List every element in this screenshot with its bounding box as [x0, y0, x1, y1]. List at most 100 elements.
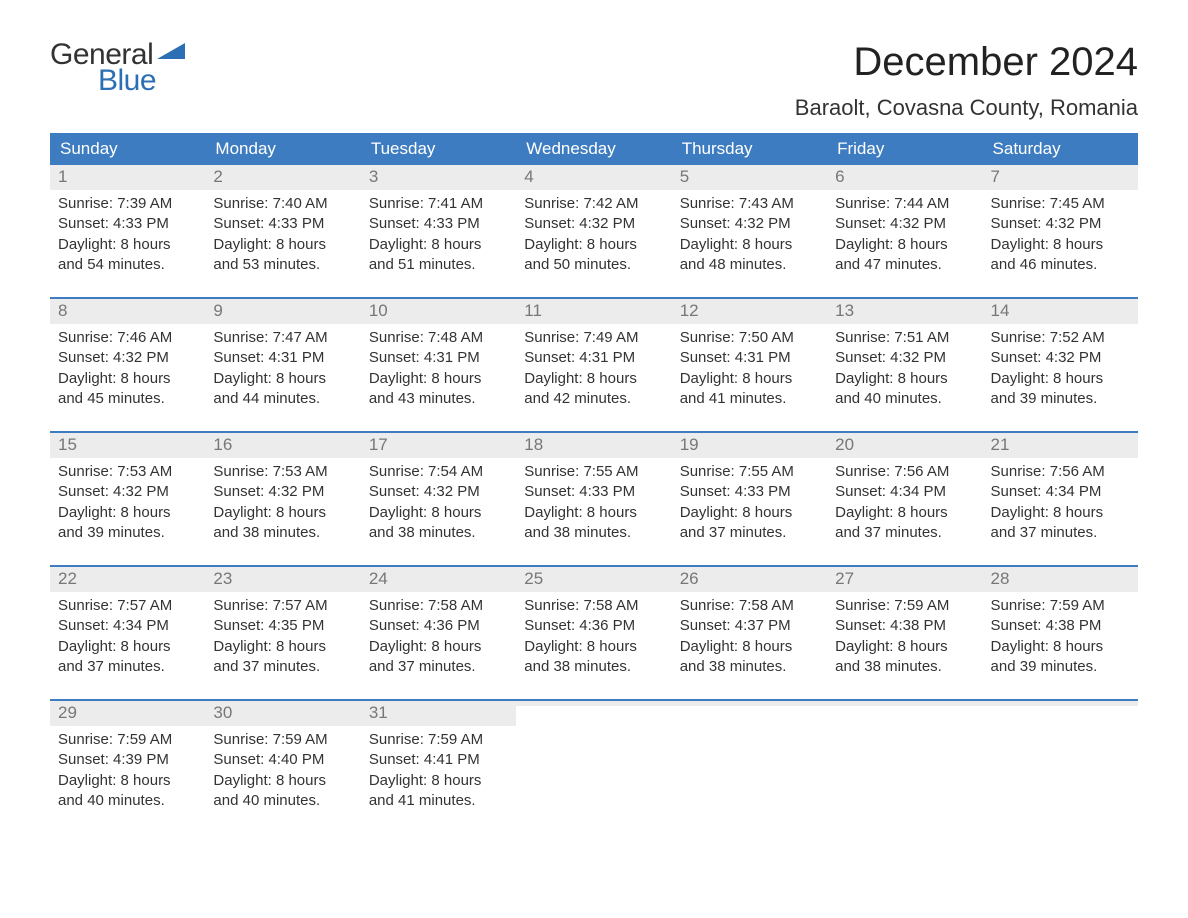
- calendar-day: 13Sunrise: 7:51 AMSunset: 4:32 PMDayligh…: [827, 299, 982, 413]
- sunrise-text: Sunrise: 7:43 AM: [680, 194, 819, 214]
- daylight-line2: and 37 minutes.: [991, 523, 1130, 543]
- daylight-line2: and 37 minutes.: [835, 523, 974, 543]
- day-number: 11: [516, 299, 671, 324]
- sunrise-text: Sunrise: 7:53 AM: [213, 462, 352, 482]
- day-details: Sunrise: 7:47 AMSunset: 4:31 PMDaylight:…: [205, 324, 360, 413]
- calendar-day: 12Sunrise: 7:50 AMSunset: 4:31 PMDayligh…: [672, 299, 827, 413]
- daylight-line1: Daylight: 8 hours: [991, 235, 1130, 255]
- daylight-line1: Daylight: 8 hours: [524, 503, 663, 523]
- calendar-week: 1Sunrise: 7:39 AMSunset: 4:33 PMDaylight…: [50, 165, 1138, 279]
- sunset-text: Sunset: 4:33 PM: [369, 214, 508, 234]
- sunrise-text: Sunrise: 7:40 AM: [213, 194, 352, 214]
- sunset-text: Sunset: 4:34 PM: [991, 482, 1130, 502]
- day-number: 2: [205, 165, 360, 190]
- calendar-day: [827, 701, 982, 815]
- daylight-line1: Daylight: 8 hours: [213, 369, 352, 389]
- calendar-week: 22Sunrise: 7:57 AMSunset: 4:34 PMDayligh…: [50, 565, 1138, 681]
- daylight-line1: Daylight: 8 hours: [369, 235, 508, 255]
- location-label: Baraolt, Covasna County, Romania: [795, 95, 1138, 121]
- sunset-text: Sunset: 4:32 PM: [58, 482, 197, 502]
- sunrise-text: Sunrise: 7:54 AM: [369, 462, 508, 482]
- sunset-text: Sunset: 4:33 PM: [213, 214, 352, 234]
- daylight-line2: and 54 minutes.: [58, 255, 197, 275]
- daylight-line1: Daylight: 8 hours: [680, 235, 819, 255]
- calendar-day: 28Sunrise: 7:59 AMSunset: 4:38 PMDayligh…: [983, 567, 1138, 681]
- calendar-day: [983, 701, 1138, 815]
- day-number: 6: [827, 165, 982, 190]
- daylight-line2: and 38 minutes.: [213, 523, 352, 543]
- daylight-line2: and 43 minutes.: [369, 389, 508, 409]
- calendar-day: 1Sunrise: 7:39 AMSunset: 4:33 PMDaylight…: [50, 165, 205, 279]
- header-block: General Blue December 2024 Baraolt, Cova…: [50, 40, 1138, 121]
- sunrise-text: Sunrise: 7:39 AM: [58, 194, 197, 214]
- sunset-text: Sunset: 4:38 PM: [991, 616, 1130, 636]
- daylight-line2: and 44 minutes.: [213, 389, 352, 409]
- day-details: Sunrise: 7:54 AMSunset: 4:32 PMDaylight:…: [361, 458, 516, 547]
- sunrise-text: Sunrise: 7:59 AM: [58, 730, 197, 750]
- weekday-header: Wednesday: [516, 133, 671, 165]
- sunrise-text: Sunrise: 7:53 AM: [58, 462, 197, 482]
- daylight-line2: and 38 minutes.: [369, 523, 508, 543]
- day-number: 12: [672, 299, 827, 324]
- daylight-line1: Daylight: 8 hours: [369, 771, 508, 791]
- calendar-day: 23Sunrise: 7:57 AMSunset: 4:35 PMDayligh…: [205, 567, 360, 681]
- day-number: 18: [516, 433, 671, 458]
- calendar-day: 8Sunrise: 7:46 AMSunset: 4:32 PMDaylight…: [50, 299, 205, 413]
- sunset-text: Sunset: 4:32 PM: [213, 482, 352, 502]
- daylight-line1: Daylight: 8 hours: [369, 637, 508, 657]
- sunrise-text: Sunrise: 7:50 AM: [680, 328, 819, 348]
- sunrise-text: Sunrise: 7:57 AM: [213, 596, 352, 616]
- day-number: 16: [205, 433, 360, 458]
- weekday-header: Friday: [827, 133, 982, 165]
- calendar-day: 29Sunrise: 7:59 AMSunset: 4:39 PMDayligh…: [50, 701, 205, 815]
- daylight-line1: Daylight: 8 hours: [524, 637, 663, 657]
- weekday-header: Sunday: [50, 133, 205, 165]
- sunrise-text: Sunrise: 7:44 AM: [835, 194, 974, 214]
- day-number: 20: [827, 433, 982, 458]
- daylight-line2: and 48 minutes.: [680, 255, 819, 275]
- sunset-text: Sunset: 4:32 PM: [991, 214, 1130, 234]
- day-details: Sunrise: 7:40 AMSunset: 4:33 PMDaylight:…: [205, 190, 360, 279]
- calendar-day: 20Sunrise: 7:56 AMSunset: 4:34 PMDayligh…: [827, 433, 982, 547]
- daylight-line1: Daylight: 8 hours: [213, 503, 352, 523]
- daylight-line1: Daylight: 8 hours: [213, 235, 352, 255]
- day-details: Sunrise: 7:58 AMSunset: 4:37 PMDaylight:…: [672, 592, 827, 681]
- day-number: 19: [672, 433, 827, 458]
- daylight-line1: Daylight: 8 hours: [835, 637, 974, 657]
- day-details: Sunrise: 7:46 AMSunset: 4:32 PMDaylight:…: [50, 324, 205, 413]
- sunrise-text: Sunrise: 7:46 AM: [58, 328, 197, 348]
- daylight-line1: Daylight: 8 hours: [680, 637, 819, 657]
- calendar-day: 26Sunrise: 7:58 AMSunset: 4:37 PMDayligh…: [672, 567, 827, 681]
- calendar-day: 9Sunrise: 7:47 AMSunset: 4:31 PMDaylight…: [205, 299, 360, 413]
- daylight-line2: and 39 minutes.: [991, 389, 1130, 409]
- calendar-day: 15Sunrise: 7:53 AMSunset: 4:32 PMDayligh…: [50, 433, 205, 547]
- daylight-line2: and 40 minutes.: [58, 791, 197, 811]
- day-details: Sunrise: 7:53 AMSunset: 4:32 PMDaylight:…: [50, 458, 205, 547]
- day-details: Sunrise: 7:44 AMSunset: 4:32 PMDaylight:…: [827, 190, 982, 279]
- daylight-line1: Daylight: 8 hours: [991, 503, 1130, 523]
- daylight-line1: Daylight: 8 hours: [835, 503, 974, 523]
- sunset-text: Sunset: 4:34 PM: [58, 616, 197, 636]
- sunset-text: Sunset: 4:35 PM: [213, 616, 352, 636]
- calendar-day: 14Sunrise: 7:52 AMSunset: 4:32 PMDayligh…: [983, 299, 1138, 413]
- sunrise-text: Sunrise: 7:55 AM: [524, 462, 663, 482]
- sunset-text: Sunset: 4:32 PM: [991, 348, 1130, 368]
- daylight-line2: and 42 minutes.: [524, 389, 663, 409]
- sunset-text: Sunset: 4:31 PM: [369, 348, 508, 368]
- daylight-line1: Daylight: 8 hours: [58, 369, 197, 389]
- daylight-line1: Daylight: 8 hours: [991, 637, 1130, 657]
- daylight-line2: and 38 minutes.: [524, 657, 663, 677]
- daylight-line1: Daylight: 8 hours: [680, 503, 819, 523]
- sunset-text: Sunset: 4:33 PM: [58, 214, 197, 234]
- sunset-text: Sunset: 4:31 PM: [524, 348, 663, 368]
- daylight-line1: Daylight: 8 hours: [991, 369, 1130, 389]
- day-number: 9: [205, 299, 360, 324]
- daylight-line2: and 40 minutes.: [213, 791, 352, 811]
- calendar-day: 10Sunrise: 7:48 AMSunset: 4:31 PMDayligh…: [361, 299, 516, 413]
- day-number: 17: [361, 433, 516, 458]
- sunset-text: Sunset: 4:31 PM: [680, 348, 819, 368]
- day-number: 26: [672, 567, 827, 592]
- sunrise-text: Sunrise: 7:51 AM: [835, 328, 974, 348]
- day-number: 10: [361, 299, 516, 324]
- weekday-header-row: Sunday Monday Tuesday Wednesday Thursday…: [50, 133, 1138, 165]
